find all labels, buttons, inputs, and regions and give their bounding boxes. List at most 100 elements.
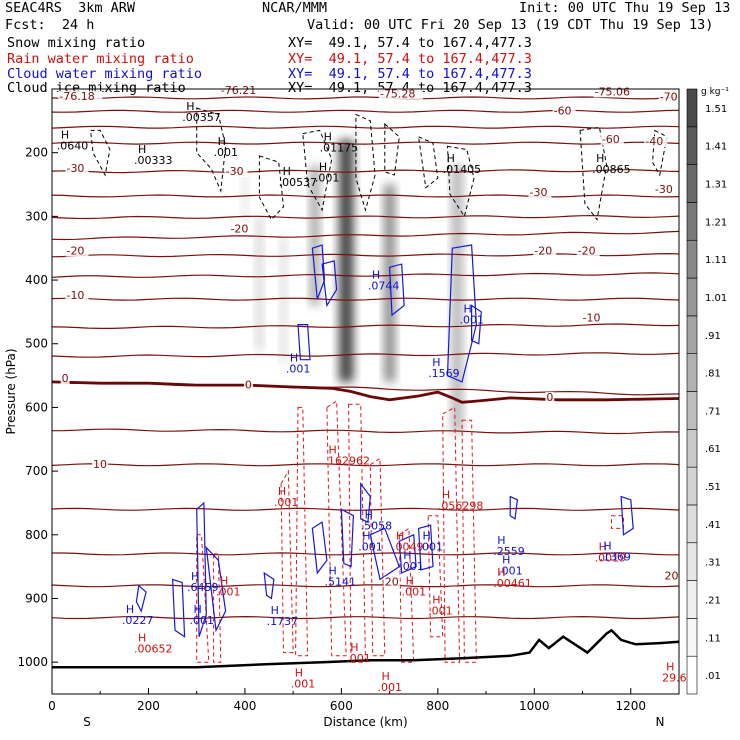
max-value-label-1: .001 <box>214 146 239 159</box>
y-tick-label-0: 200 <box>25 146 48 160</box>
legend-rain-xy: XY= 49.1, 57.4 to 167.4,477.3 <box>288 51 532 67</box>
isotherm-line-5 <box>52 194 679 198</box>
isotherm-label-bg-6 <box>528 186 552 198</box>
colorbar-swatch-4 <box>686 504 698 544</box>
isotherm-label-21: -75.06 <box>595 85 630 98</box>
max-value-label-8: .0640 <box>57 140 88 153</box>
max-marker-25: H <box>603 539 611 552</box>
colorbar-swatch-2 <box>686 580 698 619</box>
colorbar-swatch-15 <box>686 88 698 128</box>
colorbar-swatch-1 <box>686 618 698 657</box>
max-marker-19: H <box>423 530 431 543</box>
rain-contour-1 <box>213 553 222 663</box>
max-marker-35: H <box>350 641 358 654</box>
isotherm-label-bg-7 <box>653 183 677 195</box>
colorbar-level-6: .61 <box>705 444 721 455</box>
max-value-label-10: .001 <box>460 313 485 326</box>
snow-shading-layer <box>242 139 463 433</box>
max-marker-28: H <box>329 565 337 578</box>
max-marker-27: H <box>220 574 228 587</box>
legend-rain-label: Rain water mixing ratio <box>7 51 194 67</box>
cloud-water-contour-8 <box>171 578 186 638</box>
snow-column-0 <box>338 139 354 382</box>
isotherm-line-14 <box>52 428 679 435</box>
isotherm-layer <box>52 96 679 620</box>
max-marker-12: H <box>432 356 440 369</box>
y-tick-label-5: 700 <box>25 464 48 478</box>
colorbar-level-1: .11 <box>705 633 721 644</box>
max-value-label-28: .5141 <box>325 576 357 589</box>
max-marker-10: H <box>464 302 472 315</box>
max-marker-1: H <box>218 135 226 148</box>
north-label: N <box>656 715 665 729</box>
isotherm-line-1 <box>52 109 679 113</box>
isotherm-label-bg-3 <box>644 136 668 148</box>
snow-column-6 <box>242 171 248 236</box>
colorbar-level-15: 1.51 <box>705 104 727 115</box>
isotherm-label-bg-21 <box>593 86 638 98</box>
max-value-label-22: .001 <box>498 564 523 577</box>
isotherm-label-bg-0 <box>658 91 682 103</box>
max-value-label-14: .056298 <box>438 499 484 512</box>
max-value-label-6: .01405 <box>443 163 482 176</box>
cloud-water-contour-3 <box>297 324 311 361</box>
legend-cloud-water-label: Cloud water mixing ratio <box>7 66 203 82</box>
max-marker-6: H <box>447 152 455 165</box>
legend-snow-label: Snow mixing ratio <box>7 35 146 51</box>
rain-contour-11 <box>611 515 624 529</box>
max-value-label-34: .00652 <box>134 643 173 656</box>
cloud-water-contour-18 <box>620 495 634 536</box>
isotherm-label-18: 20 <box>385 576 399 589</box>
isotherm-label-23: -76.18 <box>59 90 94 103</box>
max-marker-0: H <box>186 100 194 113</box>
max-marker-33: H <box>432 593 440 606</box>
max-marker-13: H <box>329 444 337 457</box>
isotherm-label-22: -76.21 <box>221 84 256 97</box>
max-value-label-23: .00461 <box>493 577 532 590</box>
max-marker-20: H <box>403 549 411 562</box>
isotherm-label-bg-12 <box>65 290 89 302</box>
colorbar-swatch-13 <box>686 164 698 203</box>
colorbar-unit: g kg⁻¹ <box>701 87 729 97</box>
max-marker-30: H <box>126 603 134 616</box>
isotherm-label-16: 0 <box>546 391 553 404</box>
rain-contour-6 <box>369 457 386 657</box>
isotherm-line-18 <box>52 584 679 588</box>
max-marker-29: H <box>406 574 414 587</box>
isotherm-label-bg-13 <box>581 312 605 324</box>
colorbar-swatch-5 <box>686 466 698 506</box>
y-tick-label-6: 800 <box>25 528 48 542</box>
snow-column-1 <box>384 184 395 382</box>
x-tick-label-3: 600 <box>330 699 353 713</box>
isotherm-label-bg-14 <box>60 372 70 384</box>
max-marker-31: H <box>193 603 201 616</box>
max-marker-18: H <box>396 530 404 543</box>
colorbar-swatch-14 <box>686 126 698 165</box>
isotherm-line-17 <box>52 552 679 556</box>
colorbar-swatch-0 <box>686 655 698 695</box>
snow-column-4 <box>256 216 263 351</box>
rain-contour-5 <box>348 403 367 663</box>
cloud-water-contour-17 <box>509 495 519 520</box>
isotherm-label-bg-8 <box>229 223 253 235</box>
max-value-label-9: .0744 <box>368 280 400 293</box>
cloud-ice-contour-2 <box>258 155 285 221</box>
cloud-ice-contour-3 <box>302 129 333 212</box>
cloud-ice-contour-1 <box>196 107 227 193</box>
cloud-water-contour-1 <box>321 260 338 308</box>
isotherm-line-4 <box>52 169 679 174</box>
colorbar-swatch-10 <box>686 277 698 317</box>
rain-contour-4 <box>326 400 347 657</box>
cloud-water-contour-9 <box>135 584 147 613</box>
colorbar-level-2: .21 <box>705 595 721 606</box>
forecast-label: Fcst: 24 h <box>5 17 95 33</box>
isotherm-label-bg-22 <box>219 85 264 97</box>
init-label: Init: 00 UTC Thu 19 Sep 13 <box>519 0 731 16</box>
cloud-water-contour-10 <box>263 571 275 600</box>
max-value-label-37: .001 <box>378 681 403 694</box>
max-value-label-16: .5058 <box>361 520 393 533</box>
isotherm-label-0: -70 <box>660 90 678 103</box>
colorbar-level-11: 1.11 <box>705 255 727 266</box>
isotherm-label-10: -20 <box>578 245 596 258</box>
